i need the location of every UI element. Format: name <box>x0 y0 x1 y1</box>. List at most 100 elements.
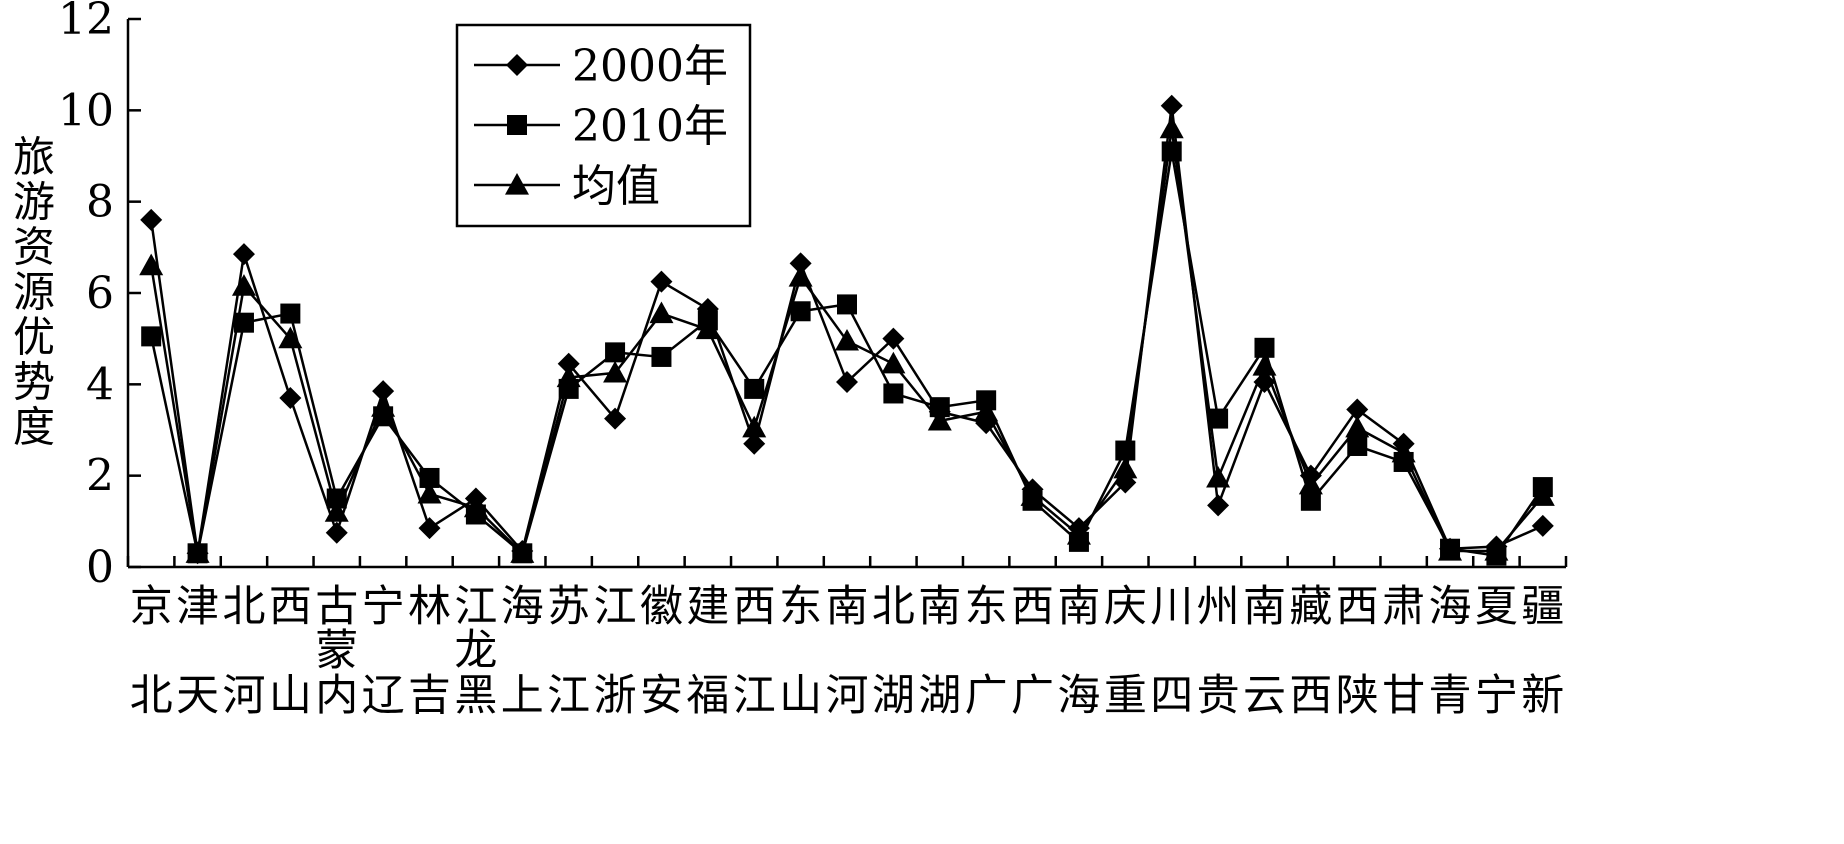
x-label-top: 南 <box>1057 582 1100 632</box>
x-label-bottom: 安 <box>640 671 683 721</box>
x-label-bottom: 山 <box>779 671 822 721</box>
series-layer <box>139 94 1555 566</box>
data-point <box>185 541 210 563</box>
x-label-top: 夏 <box>1475 582 1518 632</box>
data-point <box>1159 116 1184 139</box>
data-point <box>788 265 813 287</box>
data-point <box>232 243 255 266</box>
x-label-bottom: 新 <box>1521 671 1564 721</box>
x-label-top: 西 <box>1011 582 1054 632</box>
data-point <box>1438 539 1463 561</box>
x-category-label: 北河 <box>222 582 265 721</box>
data-point <box>140 208 163 231</box>
x-label-top: 庆 <box>1104 582 1147 632</box>
data-point <box>649 301 674 324</box>
x-category-label: 津天 <box>176 582 219 721</box>
x-category-label: 西江 <box>733 582 776 721</box>
data-point <box>463 495 488 518</box>
x-label-top: 京 <box>130 582 173 632</box>
y-tick-label: 2 <box>86 451 114 502</box>
y-tick-label: 12 <box>58 0 114 45</box>
data-point <box>881 351 906 374</box>
data-point <box>974 399 999 422</box>
data-point <box>695 317 720 340</box>
x-label-bottom: 北 <box>130 671 173 721</box>
legend-marker <box>506 54 528 76</box>
data-point <box>742 415 767 438</box>
data-point <box>603 360 628 383</box>
x-label-bottom: 湖 <box>872 671 915 721</box>
data-point <box>790 301 811 322</box>
x-category-label: 庆重 <box>1104 582 1147 721</box>
data-point <box>1531 514 1554 537</box>
data-point <box>418 517 441 540</box>
data-point <box>929 397 950 418</box>
x-label-bottom: 辽 <box>362 671 405 721</box>
data-point <box>1208 408 1229 429</box>
x-label-bottom: 河 <box>826 671 869 721</box>
x-category-label: 南湖 <box>918 582 961 721</box>
legend-label: 均值 <box>572 161 660 212</box>
x-label-top: 古 <box>315 582 358 632</box>
x-label-bottom: 江 <box>733 671 776 721</box>
x-label-bottom: 河 <box>222 671 265 721</box>
x-label-bottom: 四 <box>1150 671 1193 721</box>
data-point <box>1346 398 1369 421</box>
y-axis-label-char: 游 <box>13 178 55 227</box>
x-label-top: 西 <box>733 582 776 632</box>
x-category-label: 疆新 <box>1521 582 1564 721</box>
data-point <box>836 371 858 394</box>
x-label-bottom: 天 <box>176 671 219 721</box>
y-axis-label-char: 优 <box>13 313 55 362</box>
x-label-top: 林 <box>408 582 451 632</box>
y-tick-label: 8 <box>86 177 114 228</box>
data-point <box>325 521 348 544</box>
x-label-bottom: 内 <box>315 671 358 721</box>
data-point <box>231 274 256 296</box>
x-label-top: 藏 <box>1289 582 1332 632</box>
x-category-label: 南河 <box>826 582 869 721</box>
x-label-top: 徽 <box>640 582 683 632</box>
x-category-label: 西山 <box>269 582 312 721</box>
x-label-top: 北 <box>222 582 265 632</box>
y-tick-label: 4 <box>86 359 114 410</box>
x-label-bottom: 重 <box>1104 671 1147 721</box>
data-point <box>1347 435 1368 456</box>
x-label-bottom: 上 <box>501 671 544 721</box>
x-label-top: 南 <box>1243 582 1286 632</box>
x-category-label: 西陕 <box>1336 582 1379 721</box>
data-point <box>743 432 766 455</box>
data-point <box>1254 337 1275 358</box>
x-category-label: 古蒙内 <box>315 582 358 721</box>
x-label-top: 东 <box>779 582 822 632</box>
data-point <box>279 387 302 410</box>
x-label-bottom: 宁 <box>1475 671 1518 721</box>
x-label-bottom: 青 <box>1429 671 1472 721</box>
x-label-bottom: 黑 <box>454 671 497 721</box>
series-line <box>149 150 1544 557</box>
data-point <box>1298 472 1323 495</box>
data-point <box>1207 494 1230 517</box>
x-category-label: 徽安 <box>640 582 683 721</box>
y-axis-label-char: 资 <box>13 223 55 272</box>
x-label-top: 西 <box>1336 582 1379 632</box>
legend-label: 2000年 <box>572 41 728 92</box>
x-label-top: 苏 <box>547 582 590 632</box>
y-axis-label-char: 势 <box>13 358 55 407</box>
data-point <box>837 294 857 315</box>
x-label-bottom: 西 <box>1289 671 1332 721</box>
x-label-bottom: 福 <box>686 671 729 721</box>
series-2 <box>141 141 1553 566</box>
x-label-bottom: 吉 <box>408 671 451 721</box>
x-category-label: 州贵 <box>1197 582 1240 721</box>
x-label-bottom: 浙 <box>594 671 637 721</box>
data-point <box>835 328 859 351</box>
x-category-label: 东广 <box>965 582 1008 721</box>
x-label-mid: 龙 <box>454 626 497 676</box>
x-category-label: 京北 <box>130 582 173 721</box>
x-category-label: 苏江 <box>547 582 590 721</box>
x-category-label: 南云 <box>1243 582 1286 721</box>
